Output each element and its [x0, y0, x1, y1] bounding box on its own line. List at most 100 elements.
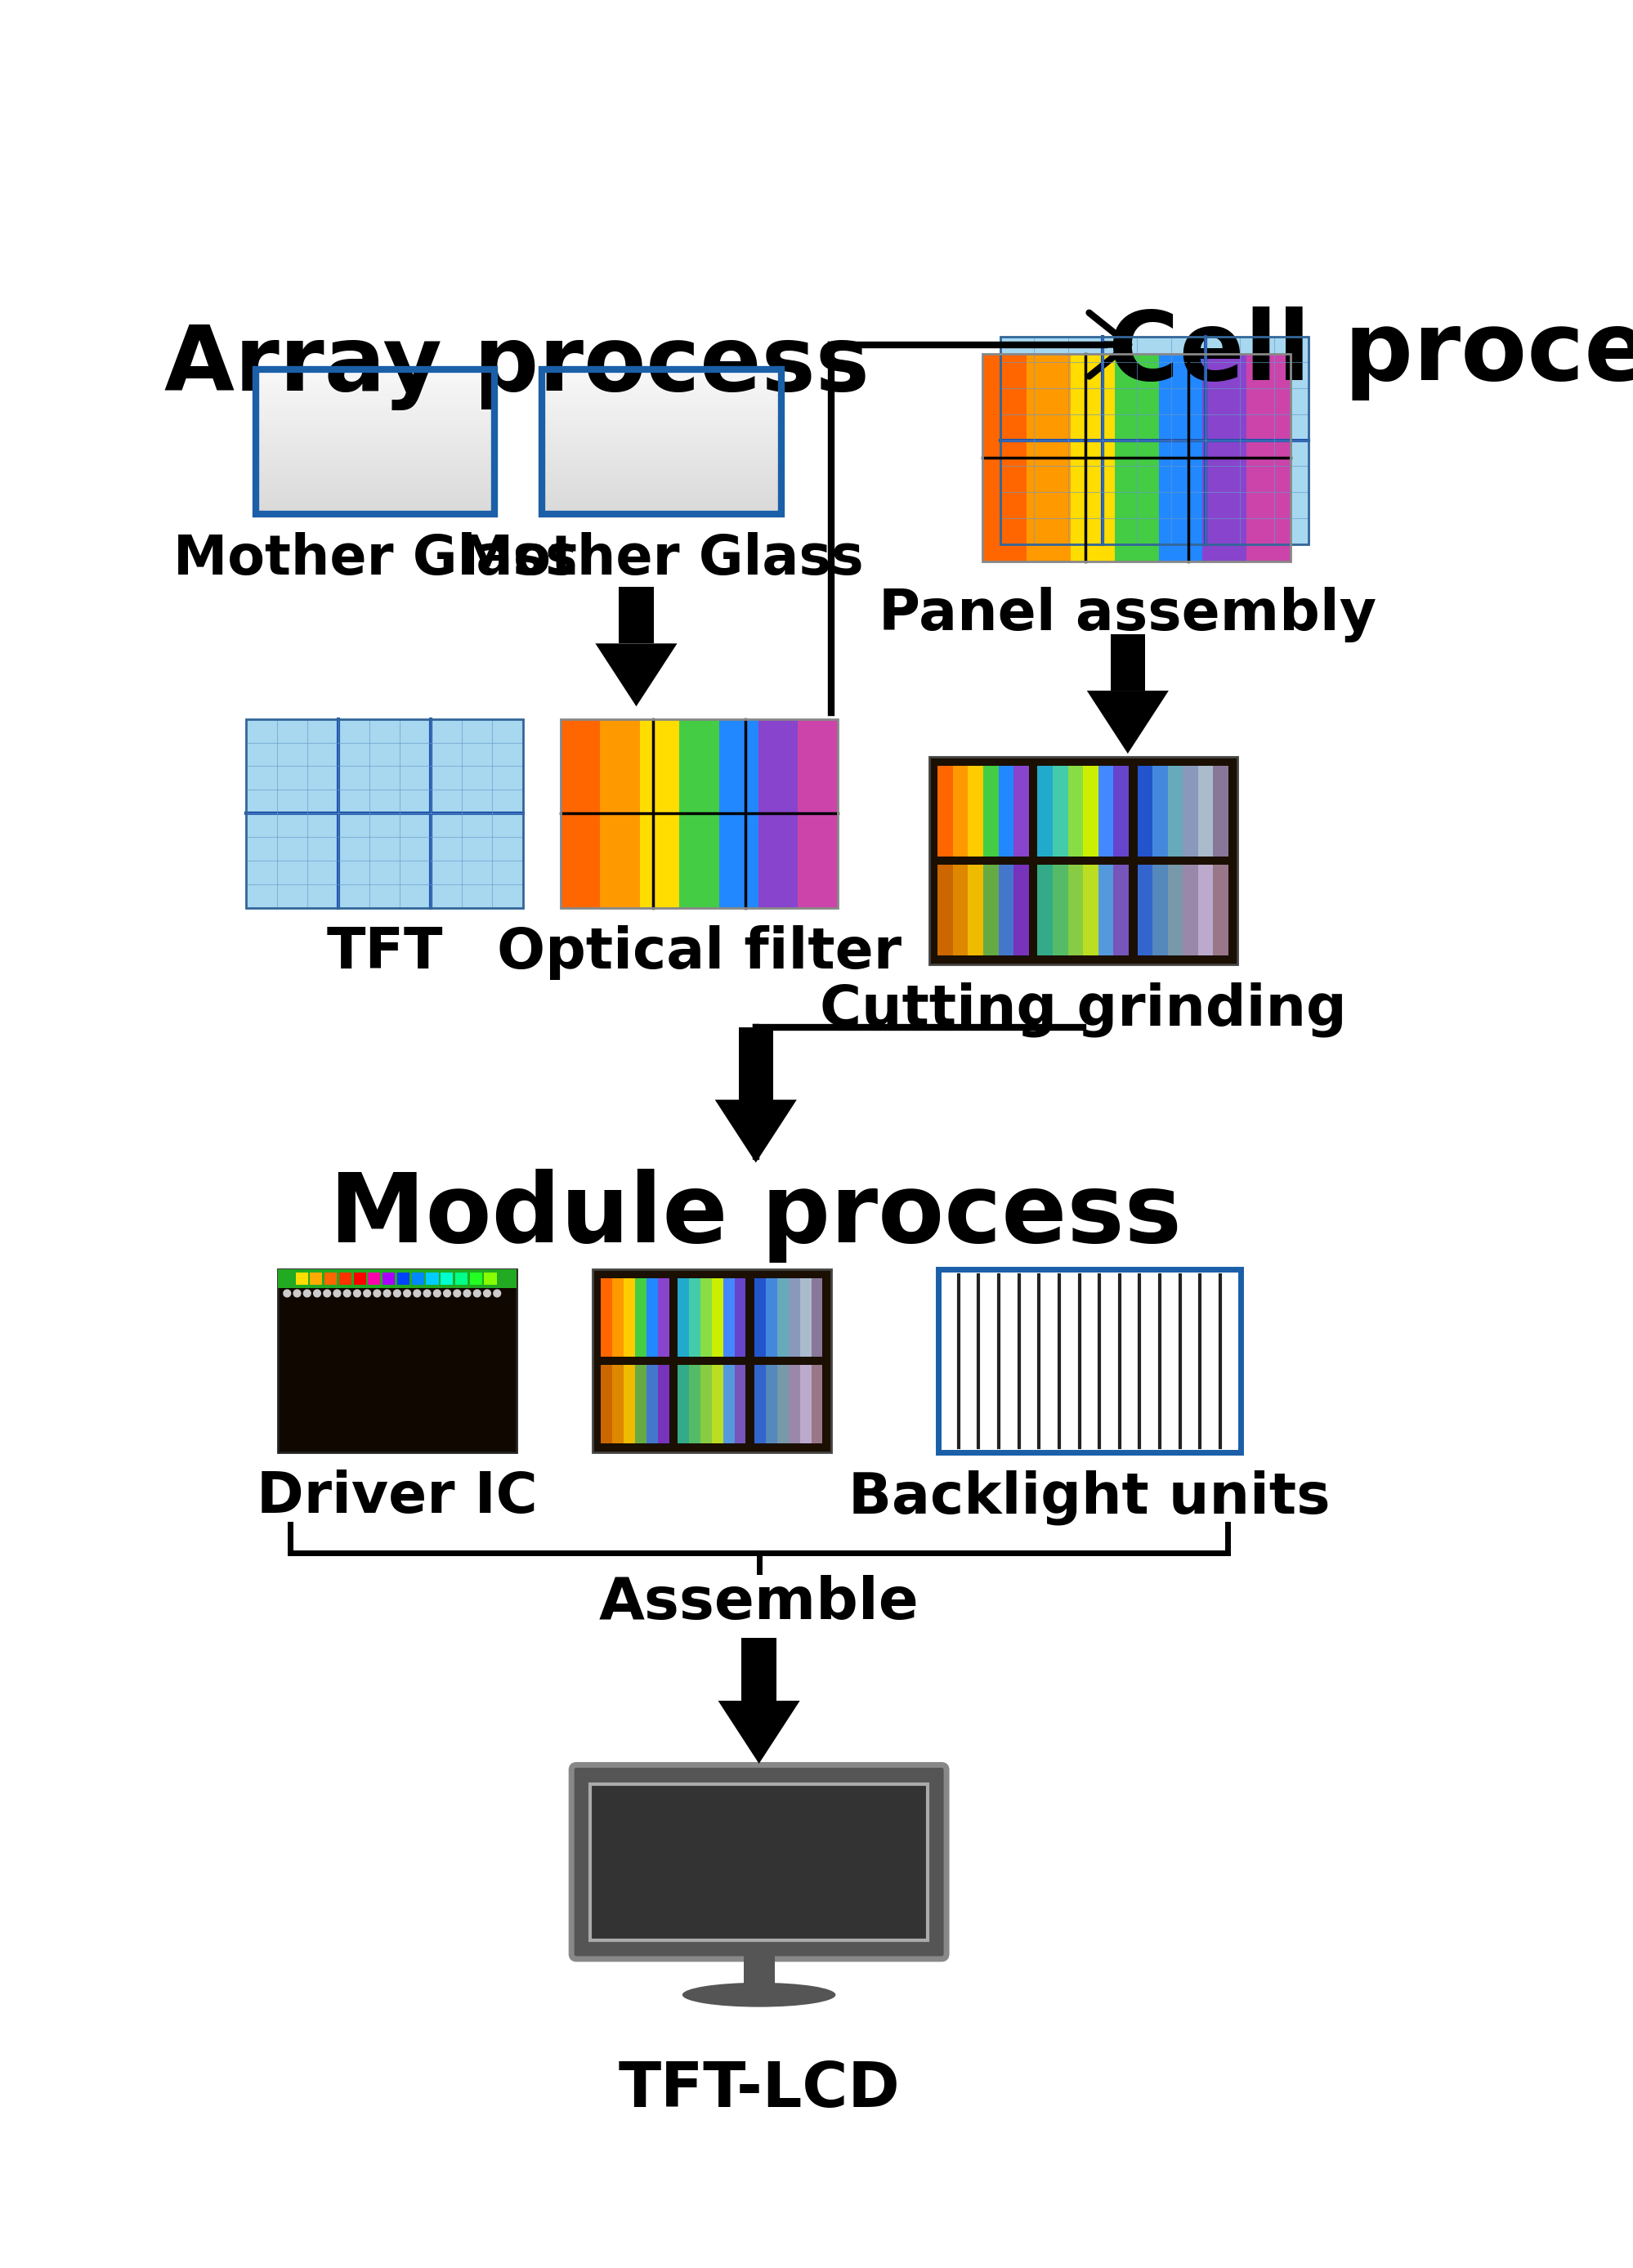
- Bar: [612, 1365, 624, 1442]
- Bar: [952, 864, 968, 955]
- Circle shape: [493, 1290, 500, 1297]
- Bar: [1213, 864, 1228, 955]
- Bar: [255, 483, 495, 485]
- Bar: [591, 1270, 831, 1452]
- Bar: [542, 506, 781, 510]
- Circle shape: [323, 1290, 330, 1297]
- Bar: [542, 445, 781, 449]
- Bar: [1070, 354, 1114, 562]
- Bar: [542, 497, 781, 501]
- Bar: [1158, 354, 1202, 562]
- Bar: [367, 1272, 380, 1286]
- Bar: [255, 476, 495, 481]
- Bar: [612, 1279, 624, 1356]
- Bar: [255, 456, 495, 460]
- Bar: [1197, 864, 1213, 955]
- Bar: [255, 472, 495, 474]
- Bar: [255, 492, 495, 494]
- Bar: [542, 492, 781, 494]
- Bar: [469, 1272, 482, 1286]
- Bar: [968, 864, 983, 955]
- Bar: [542, 399, 781, 401]
- Bar: [542, 415, 781, 420]
- Bar: [310, 1272, 322, 1286]
- Bar: [743, 1955, 774, 1984]
- Bar: [542, 381, 781, 386]
- Bar: [766, 1365, 777, 1442]
- Bar: [689, 1279, 701, 1356]
- Bar: [1052, 864, 1068, 955]
- Bar: [542, 395, 781, 399]
- Text: Mother Glass: Mother Glass: [459, 533, 864, 585]
- Circle shape: [304, 1290, 310, 1297]
- Bar: [735, 1279, 745, 1356]
- Bar: [998, 767, 1012, 855]
- Bar: [1151, 767, 1168, 855]
- Circle shape: [474, 1290, 480, 1297]
- Circle shape: [433, 1290, 441, 1297]
- Bar: [952, 767, 968, 855]
- Circle shape: [483, 1290, 490, 1297]
- Circle shape: [333, 1290, 341, 1297]
- Bar: [255, 481, 495, 483]
- Bar: [542, 474, 781, 479]
- Bar: [1112, 767, 1128, 855]
- Bar: [542, 408, 781, 411]
- Bar: [701, 1279, 712, 1356]
- Bar: [255, 424, 495, 429]
- Bar: [255, 404, 495, 408]
- Bar: [255, 370, 495, 374]
- Bar: [542, 467, 781, 472]
- Bar: [1083, 864, 1097, 955]
- Bar: [601, 1365, 612, 1442]
- Bar: [1068, 767, 1083, 855]
- Text: Panel assembly: Panel assembly: [879, 587, 1377, 642]
- Text: Optical filter: Optical filter: [496, 925, 901, 980]
- Bar: [542, 460, 781, 463]
- Bar: [542, 488, 781, 492]
- Bar: [542, 456, 781, 460]
- Bar: [542, 370, 781, 374]
- Bar: [542, 372, 781, 376]
- Bar: [1037, 864, 1052, 955]
- Bar: [999, 336, 1308, 544]
- Polygon shape: [719, 1701, 800, 1765]
- Bar: [325, 1272, 336, 1286]
- Bar: [426, 1272, 438, 1286]
- Polygon shape: [594, 644, 676, 705]
- Bar: [599, 719, 640, 907]
- Bar: [542, 481, 781, 483]
- Bar: [981, 354, 1290, 562]
- Text: Backlight units: Backlight units: [848, 1470, 1329, 1524]
- Bar: [542, 433, 781, 438]
- Bar: [255, 454, 495, 458]
- Bar: [255, 388, 495, 390]
- Circle shape: [403, 1290, 410, 1297]
- Bar: [812, 1365, 821, 1442]
- Bar: [542, 485, 781, 490]
- Bar: [800, 1279, 812, 1356]
- Bar: [689, 1365, 701, 1442]
- Bar: [1112, 864, 1128, 955]
- Bar: [712, 1279, 723, 1356]
- Bar: [754, 1279, 766, 1356]
- Bar: [981, 354, 1026, 562]
- Bar: [247, 719, 523, 907]
- Bar: [255, 408, 495, 411]
- Bar: [658, 1279, 668, 1356]
- Bar: [542, 447, 781, 451]
- Bar: [255, 494, 495, 497]
- Bar: [255, 392, 495, 397]
- Bar: [255, 474, 495, 479]
- Bar: [255, 465, 495, 469]
- Circle shape: [384, 1290, 390, 1297]
- Circle shape: [314, 1290, 320, 1297]
- Bar: [255, 401, 495, 406]
- Bar: [255, 420, 495, 422]
- Bar: [789, 1365, 800, 1442]
- Bar: [542, 422, 781, 426]
- Bar: [542, 392, 781, 397]
- Circle shape: [374, 1290, 380, 1297]
- Bar: [255, 422, 495, 426]
- Bar: [1182, 767, 1197, 855]
